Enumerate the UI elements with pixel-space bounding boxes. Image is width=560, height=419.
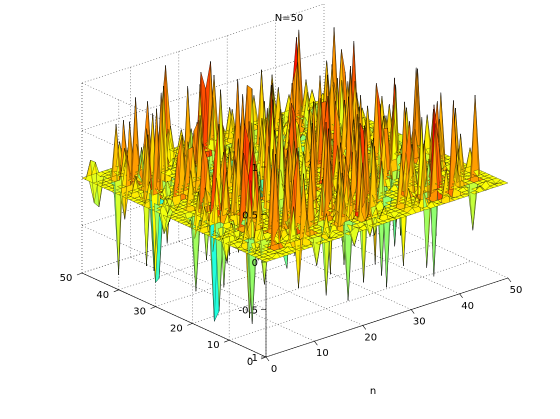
x-tick-mark: [459, 293, 463, 298]
y-tick-mark: [260, 356, 267, 360]
x-tick-label: 40: [461, 301, 474, 312]
y-tick-label: 50: [60, 273, 73, 284]
y-tick-label: 20: [170, 323, 183, 334]
grid-line: [81, 225, 267, 310]
surface-cell: [499, 181, 509, 185]
z-tick-label: 0: [252, 258, 258, 269]
grid-line: [192, 244, 435, 324]
z-tick-label: 1: [252, 163, 258, 174]
y-tick-labels: 0 10 20 30 40 50: [60, 272, 267, 368]
grid-line: [178, 241, 363, 326]
x-tick-label: 0: [271, 364, 277, 375]
grid-line: [229, 260, 472, 341]
x-axis-line: [265, 277, 509, 358]
y-tick-label: 40: [96, 290, 109, 301]
grid-line: [130, 256, 315, 342]
surface-mesh: [81, 27, 509, 324]
grid-line: [81, 193, 325, 274]
y-tick-label: 10: [207, 340, 220, 351]
y-tick-mark: [150, 306, 156, 309]
grid-line: [155, 227, 398, 307]
grid-line: [81, 146, 325, 226]
x-tick-mark: [362, 325, 367, 330]
chart-title: N=50: [275, 13, 304, 24]
x-tick-mark: [265, 356, 270, 362]
x-tick-label: 30: [413, 317, 426, 328]
z-tick-label: -1: [248, 353, 258, 364]
x-tick-labels: 0 10 20 30 40 50: [265, 277, 523, 375]
x-tick-mark: [507, 277, 512, 283]
y-tick-mark: [224, 339, 230, 343]
y-tick-mark: [76, 272, 83, 276]
z-tick-label: -0.5: [238, 306, 258, 317]
y-axis-line: [81, 272, 267, 358]
y-tick-label: 0: [247, 357, 253, 368]
x-tick-label: 50: [510, 285, 523, 296]
x-tick-label: 20: [364, 332, 377, 343]
z-tick-label: 0.5: [242, 211, 258, 222]
x-axis-label: n: [370, 386, 376, 397]
y-tick-mark: [113, 289, 119, 293]
y-tick-label: 30: [133, 307, 146, 318]
grid-line: [81, 3, 325, 84]
z-tick-labels: -1 -0.5 0 0.5 1: [238, 163, 266, 364]
x-tick-mark: [410, 309, 415, 314]
grid-line: [81, 51, 325, 131]
x-tick-label: 10: [316, 348, 329, 359]
x-tick-mark: [314, 341, 318, 346]
y-tick-mark: [187, 323, 193, 326]
